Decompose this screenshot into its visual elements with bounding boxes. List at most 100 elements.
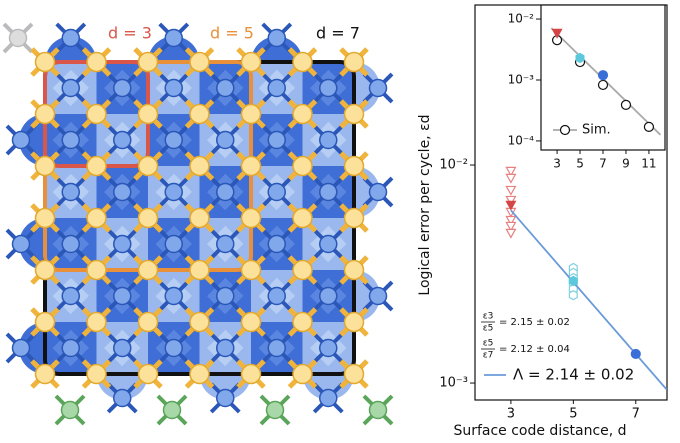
measure-qubit <box>61 28 80 48</box>
x-tick-label: 7 <box>599 157 607 171</box>
ratio-denominator: ε7 <box>483 351 494 361</box>
x-tick-label: 3 <box>507 407 515 422</box>
measure-qubit <box>216 234 235 254</box>
measure-qubit <box>368 182 388 202</box>
data-point <box>505 185 517 196</box>
data-qubit <box>292 311 313 333</box>
ratio-numerator: ε5 <box>483 339 494 349</box>
data-point <box>597 70 609 81</box>
data-point <box>505 221 517 232</box>
measure-qubit <box>61 286 80 306</box>
y-axis-label: Logical error per cycle, εd <box>417 114 433 295</box>
measure-qubit <box>8 28 28 48</box>
legend-label: Sim. <box>582 123 611 138</box>
boundary-plaquette <box>19 114 45 166</box>
data-qubit <box>86 207 107 229</box>
measure-qubit <box>319 130 338 150</box>
x-tick-label: 7 <box>632 407 640 422</box>
measure-qubit <box>267 234 286 254</box>
measure-qubit <box>113 338 132 358</box>
x-tick-label: 9 <box>622 157 630 171</box>
measure-qubit <box>267 28 286 48</box>
data-qubit <box>343 155 365 177</box>
data-point <box>643 121 655 132</box>
measure-qubit <box>265 400 285 420</box>
data-qubit <box>86 51 107 73</box>
measure-qubit <box>368 400 388 420</box>
measure-qubit <box>60 400 80 420</box>
data-qubit <box>86 103 107 125</box>
measure-qubit <box>216 338 235 358</box>
measure-qubit <box>216 388 235 408</box>
data-qubit <box>137 259 159 281</box>
measure-qubit <box>216 182 235 202</box>
ratio-value: = 2.15 ± 0.02 <box>499 317 570 328</box>
data-qubit <box>240 311 262 333</box>
measure-qubit <box>319 388 338 408</box>
boundary-plaquette <box>302 374 354 400</box>
data-qubit <box>292 103 313 125</box>
measure-qubit <box>113 234 132 254</box>
data-qubit <box>137 363 159 385</box>
measure-qubit <box>267 182 286 202</box>
boundary-plaquette <box>148 36 200 62</box>
boundary-plaquette <box>354 270 380 322</box>
data-qubit <box>189 311 210 333</box>
measure-qubit <box>113 130 132 150</box>
boundary-plaquette <box>251 36 303 62</box>
data-point <box>505 200 517 211</box>
data-qubit <box>292 155 313 177</box>
data-qubit <box>137 311 159 333</box>
data-qubit <box>189 155 210 177</box>
measure-qubit <box>164 78 183 98</box>
data-qubit <box>343 363 365 385</box>
boundary-plaquette <box>354 166 380 218</box>
data-qubit <box>34 259 56 281</box>
measure-qubit <box>11 130 31 150</box>
measure-qubit <box>113 78 132 98</box>
data-qubit <box>343 311 365 333</box>
data-qubit <box>343 51 365 73</box>
data-qubit <box>240 259 262 281</box>
distance-label: d = 7 <box>316 24 360 43</box>
data-qubit <box>189 259 210 281</box>
measure-qubit <box>319 182 338 202</box>
boundary-plaquette <box>199 374 251 400</box>
data-point <box>505 173 517 184</box>
measure-qubit <box>164 182 183 202</box>
measure-qubit <box>61 182 80 202</box>
data-point <box>551 28 563 39</box>
ratio-numerator: ε3 <box>483 312 494 322</box>
measure-qubit <box>319 286 338 306</box>
y-tick-label: 10⁻² <box>439 158 468 173</box>
measure-qubit <box>11 338 31 358</box>
data-point <box>630 348 641 360</box>
measure-qubit <box>164 338 183 358</box>
data-qubit <box>240 51 262 73</box>
data-qubit <box>240 207 262 229</box>
data-qubit <box>189 51 210 73</box>
data-qubit <box>137 51 159 73</box>
y-tick-label: 10⁻² <box>508 12 535 26</box>
data-qubit <box>240 103 262 125</box>
measure-qubit <box>61 234 80 254</box>
data-qubit <box>292 51 313 73</box>
data-point <box>505 215 517 226</box>
plots: 3 5 7 10⁻² 10⁻³ Surface code distance, d Logic… <box>417 4 668 439</box>
measure-qubit <box>319 234 338 254</box>
data-point <box>568 290 578 301</box>
data-point <box>597 79 609 91</box>
boundary-plaquette <box>354 62 380 114</box>
y-tick-label: 10⁻³ <box>508 72 535 86</box>
data-qubit <box>240 363 262 385</box>
data-qubit <box>343 259 365 281</box>
measure-qubit <box>113 388 132 408</box>
data-qubit <box>137 207 159 229</box>
boundary-plaquette <box>19 322 45 374</box>
data-qubit <box>292 363 313 385</box>
data-point <box>505 166 517 177</box>
data-qubit <box>86 311 107 333</box>
x-tick-label: 11 <box>641 157 656 171</box>
x-axis-label: Surface code distance, d <box>453 423 626 439</box>
data-point <box>620 99 632 111</box>
